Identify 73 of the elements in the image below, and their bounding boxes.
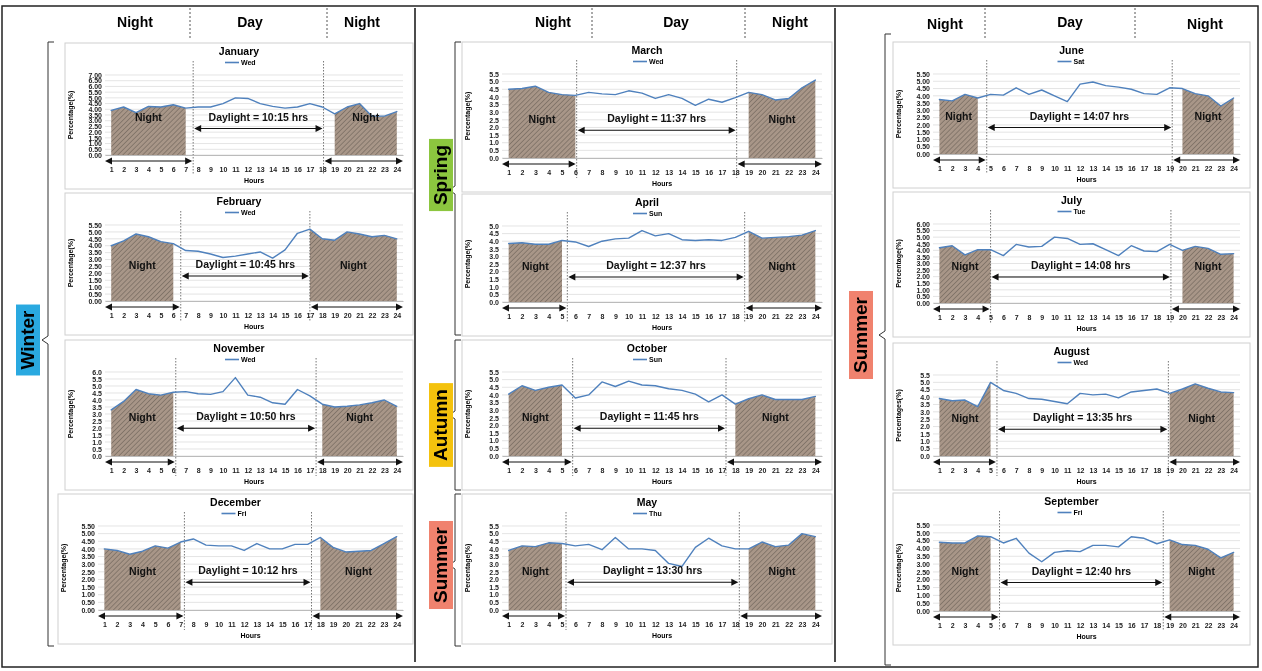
chart-title: August: [1053, 345, 1091, 357]
text: Night: [344, 14, 381, 30]
annotation: Night: [1194, 259, 1222, 272]
text: Night: [117, 14, 154, 30]
annotation: Night: [352, 111, 380, 124]
annotation: Night: [768, 260, 796, 273]
text: Summer: [850, 296, 871, 374]
annotation: Night: [345, 564, 373, 577]
annotation: Daylight = 12:40 hrs: [1031, 564, 1132, 577]
annotation: Night: [528, 112, 556, 125]
line-series: [938, 81, 1235, 107]
annotation: Daylight = 13:35 hrs: [1032, 411, 1133, 424]
line-series: [507, 532, 817, 568]
annotation: Daylight = 11:37 hrs: [607, 112, 707, 125]
text: Spring: [430, 144, 451, 206]
annotation: Night: [128, 410, 157, 423]
line-series: [507, 79, 817, 107]
annotation: Night: [768, 112, 796, 125]
annotation: Daylight = 10:50 hrs: [196, 410, 296, 423]
text: Day: [1057, 14, 1084, 30]
text: Night: [1187, 16, 1224, 32]
line-series: [507, 380, 817, 405]
annotation: Night: [128, 259, 157, 272]
annotation: Night: [951, 259, 979, 272]
text: Night: [772, 14, 809, 30]
line-series: [110, 228, 398, 259]
annotation: Daylight = 10:45 hrs: [195, 257, 296, 270]
annotation: Daylight = 14:07 hrs: [1029, 109, 1130, 122]
chart-title: April: [635, 196, 660, 208]
text: Winter: [17, 309, 38, 370]
chart-title: July: [1060, 194, 1083, 206]
line-series: [938, 381, 1235, 408]
line-series: [938, 535, 1235, 563]
line-series: [507, 229, 817, 248]
annotation: Night: [761, 410, 790, 423]
chart-title: December: [210, 496, 261, 508]
chart-title: February: [216, 195, 262, 207]
annotation: Night: [768, 564, 796, 577]
annotation: Daylight = 10:12 hrs: [198, 564, 298, 577]
chart-title: June: [1059, 44, 1084, 56]
chart-title: May: [636, 496, 658, 508]
text: Night: [535, 14, 572, 30]
annotation: Night: [521, 564, 550, 577]
annotation: Night: [339, 259, 368, 272]
chart-title: September: [1044, 495, 1099, 507]
annotation: Night: [951, 411, 979, 424]
chart-title: November: [213, 342, 265, 354]
chart-title: October: [626, 342, 668, 354]
text: Day: [237, 14, 264, 30]
annotation: Night: [129, 564, 157, 577]
line-series: [938, 236, 1235, 257]
annotation: Night: [521, 410, 550, 423]
annotation: Daylight = 12:37 hrs: [606, 258, 706, 271]
annotation: Night: [135, 111, 163, 124]
annotation: Night: [1188, 564, 1216, 577]
annotation: Daylight = 10:15 hrs: [208, 110, 309, 123]
text: Autumn: [430, 389, 451, 461]
text: Night: [927, 16, 964, 32]
line-series: [103, 535, 398, 555]
annotation: Night: [1188, 411, 1216, 424]
text: Summer: [430, 526, 451, 604]
line-series: [110, 376, 398, 411]
chart-title: January: [218, 45, 260, 57]
annotation: Night: [1194, 110, 1222, 123]
chart-title: March: [631, 44, 663, 56]
text: Day: [663, 14, 690, 30]
annotation: Night: [521, 260, 550, 273]
annotation: Daylight = 14:08 hrs: [1030, 258, 1131, 271]
annotation: Daylight = 13:30 hrs: [602, 564, 703, 577]
annotation: Night: [346, 410, 374, 423]
annotation: Night: [951, 564, 979, 577]
annotation: Daylight = 11:45 hrs: [599, 410, 699, 423]
annotation: Night: [945, 110, 973, 123]
